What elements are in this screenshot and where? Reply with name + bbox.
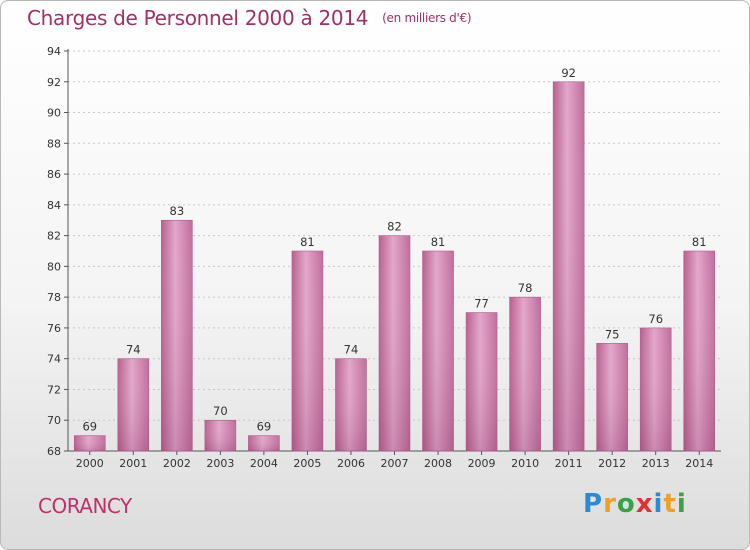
bar-shade — [248, 435, 280, 451]
logo-letter: P — [583, 489, 604, 519]
x-tick-label: 2014 — [685, 457, 713, 470]
x-tick-label: 2006 — [337, 457, 365, 470]
value-label: 69 — [82, 420, 97, 434]
x-tick-label: 2008 — [424, 457, 452, 470]
value-label: 81 — [692, 235, 707, 249]
logo-letter: i — [653, 489, 664, 519]
y-tick-label: 88 — [47, 137, 61, 150]
bar-shade — [74, 435, 106, 451]
bar-shade — [291, 251, 323, 451]
commune-name: CORANCY — [38, 494, 132, 518]
value-label: 82 — [387, 220, 402, 234]
value-label: 78 — [518, 281, 533, 295]
value-label: 81 — [300, 235, 315, 249]
bar-chart: 68 70 72 74 76 78 80 82 84 86 88 90 92 94 69 2000 74 2001… — [47, 45, 721, 470]
y-tick-label: 78 — [47, 291, 61, 304]
value-label: 69 — [257, 420, 272, 434]
value-label: 77 — [474, 297, 489, 311]
y-tick-label: 72 — [47, 383, 61, 396]
x-tick-label: 2005 — [293, 457, 321, 470]
bar-shade — [509, 297, 541, 451]
y-tick-label: 80 — [47, 260, 61, 273]
logo-letter: t — [663, 489, 677, 519]
value-label: 92 — [561, 66, 576, 80]
x-tick-label: 2012 — [598, 457, 626, 470]
logo-letter: i — [676, 489, 687, 519]
logo-letter: r — [603, 489, 617, 519]
bar-shade — [553, 81, 585, 452]
bar-shade — [596, 343, 628, 451]
x-tick-label: 2004 — [250, 457, 278, 470]
y-tick-label: 68 — [47, 445, 61, 458]
bars — [73, 81, 716, 452]
bar-shade — [683, 251, 715, 451]
value-label: 81 — [431, 235, 446, 249]
x-tick-label: 2001 — [119, 457, 147, 470]
y-tick-label: 90 — [47, 107, 61, 120]
y-tick-label: 92 — [47, 76, 61, 89]
value-label: 76 — [648, 312, 663, 326]
labels: 68 70 72 74 76 78 80 82 84 86 88 90 92 94 69 2000 74 2001… — [47, 45, 713, 470]
chart-title: Charges de Personnel 2000 à 2014 (en mill… — [27, 6, 472, 30]
bar-shade — [422, 251, 454, 451]
y-tick-label: 70 — [47, 414, 61, 427]
x-tick-label: 2003 — [206, 457, 234, 470]
logo-letter: x — [635, 489, 654, 519]
bar-shade — [161, 220, 193, 451]
x-tick-label: 2010 — [511, 457, 539, 470]
bar-shade — [335, 358, 367, 451]
value-label: 74 — [344, 343, 359, 357]
proxiti-logo[interactable]: Proxiti — [583, 489, 687, 519]
bar-shade — [379, 235, 410, 451]
x-tick-label: 2002 — [163, 457, 191, 470]
value-label: 75 — [605, 327, 620, 341]
bar-shade — [640, 327, 672, 451]
x-tick-label: 2009 — [468, 457, 496, 470]
chart-unit-label: (en milliers d'€) — [382, 11, 472, 25]
value-label: 74 — [126, 343, 141, 357]
y-tick-label: 76 — [47, 322, 61, 335]
value-label: 83 — [170, 204, 185, 218]
value-label: 70 — [213, 404, 228, 418]
logo-letter: o — [616, 489, 636, 519]
x-tick-label: 2011 — [555, 457, 583, 470]
x-tick-label: 2000 — [76, 457, 104, 470]
y-tick-label: 84 — [47, 199, 61, 212]
y-tick-label: 94 — [47, 45, 61, 58]
bar-shade — [466, 312, 498, 451]
chart-title-text: Charges de Personnel 2000 à 2014 — [27, 6, 369, 30]
x-tick-label: 2013 — [642, 457, 670, 470]
y-tick-label: 82 — [47, 230, 61, 243]
x-tick-label: 2007 — [381, 457, 409, 470]
y-tick-label: 74 — [47, 353, 61, 366]
y-tick-label: 86 — [47, 168, 61, 181]
bar-shade — [117, 358, 149, 451]
bar-shade — [204, 420, 236, 451]
